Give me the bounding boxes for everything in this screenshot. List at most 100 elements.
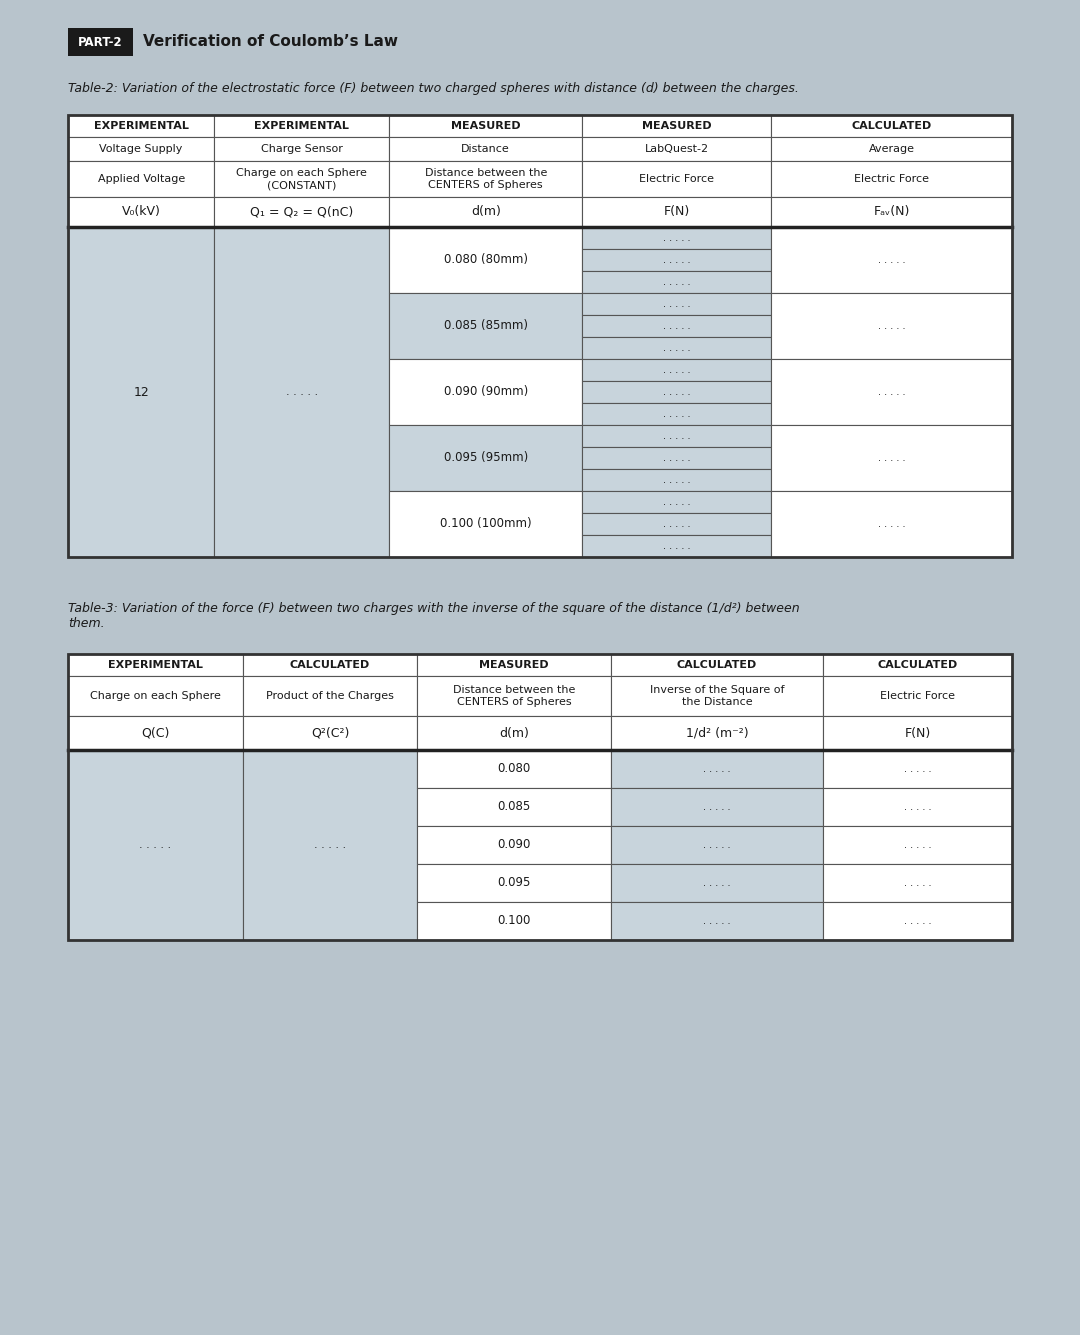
Text: 0.100: 0.100 — [498, 914, 530, 928]
Bar — [823, 654, 1012, 676]
Bar — [68, 198, 214, 227]
Bar — [214, 227, 389, 557]
Text: . . . . .: . . . . . — [878, 255, 905, 266]
Bar — [582, 380, 771, 403]
Bar — [582, 491, 771, 513]
Text: Electric Force: Electric Force — [880, 692, 955, 701]
Bar — [823, 864, 1012, 902]
Bar — [68, 162, 214, 198]
Text: Fₐᵥ(N): Fₐᵥ(N) — [874, 206, 909, 219]
Text: Distance between the
CENTERS of Spheres: Distance between the CENTERS of Spheres — [453, 685, 576, 708]
Text: . . . . .: . . . . . — [663, 431, 690, 441]
Text: Distance between the
CENTERS of Spheres: Distance between the CENTERS of Spheres — [424, 168, 546, 190]
Text: . . . . .: . . . . . — [663, 234, 690, 243]
Text: . . . . .: . . . . . — [904, 764, 931, 774]
Bar — [68, 138, 214, 162]
Bar — [243, 716, 417, 750]
Bar — [68, 716, 243, 750]
Bar — [771, 425, 1012, 491]
Bar — [243, 676, 417, 716]
Text: . . . . .: . . . . . — [139, 840, 172, 850]
Bar — [417, 902, 611, 940]
Bar — [771, 491, 1012, 557]
Bar — [389, 115, 582, 138]
Text: Applied Voltage: Applied Voltage — [97, 174, 185, 184]
Text: . . . . .: . . . . . — [663, 343, 690, 352]
Text: . . . . .: . . . . . — [663, 497, 690, 507]
Text: . . . . .: . . . . . — [878, 320, 905, 331]
Bar — [68, 750, 243, 940]
Bar — [771, 162, 1012, 198]
Text: . . . . .: . . . . . — [663, 299, 690, 308]
Text: Voltage Supply: Voltage Supply — [99, 144, 183, 154]
Text: . . . . .: . . . . . — [663, 276, 690, 287]
Bar — [611, 750, 823, 788]
Bar — [582, 271, 771, 292]
Bar — [611, 676, 823, 716]
Bar — [417, 676, 611, 716]
Bar — [582, 138, 771, 162]
Bar — [582, 336, 771, 359]
Bar — [68, 115, 214, 138]
Text: MEASURED: MEASURED — [451, 121, 521, 131]
Text: Average: Average — [868, 144, 915, 154]
Bar — [771, 138, 1012, 162]
Text: . . . . .: . . . . . — [663, 475, 690, 485]
Bar — [582, 250, 771, 271]
Bar — [611, 826, 823, 864]
Bar — [823, 788, 1012, 826]
Text: . . . . .: . . . . . — [703, 764, 731, 774]
Text: d(m): d(m) — [471, 206, 501, 219]
Bar — [823, 750, 1012, 788]
Text: . . . . .: . . . . . — [878, 387, 905, 396]
Bar — [823, 676, 1012, 716]
Bar — [611, 902, 823, 940]
Text: 0.090: 0.090 — [498, 838, 530, 852]
Bar — [823, 826, 1012, 864]
Bar — [582, 115, 771, 138]
Text: CALCULATED: CALCULATED — [877, 659, 958, 670]
Bar — [389, 491, 582, 557]
Text: Q²(C²): Q²(C²) — [311, 726, 349, 740]
Text: . . . . .: . . . . . — [663, 255, 690, 266]
Text: . . . . .: . . . . . — [904, 878, 931, 888]
Text: Q(C): Q(C) — [141, 726, 170, 740]
Bar — [611, 716, 823, 750]
Bar — [611, 864, 823, 902]
Bar — [68, 227, 214, 557]
Text: . . . . .: . . . . . — [663, 453, 690, 463]
Text: V₀(kV): V₀(kV) — [122, 206, 161, 219]
Bar — [68, 654, 243, 676]
Bar — [68, 28, 133, 56]
Text: 0.080: 0.080 — [498, 762, 530, 776]
Bar — [582, 162, 771, 198]
Text: Table-2: Variation of the electrostatic force (F) between two charged spheres wi: Table-2: Variation of the electrostatic … — [68, 81, 799, 95]
Bar — [417, 716, 611, 750]
Text: . . . . .: . . . . . — [703, 916, 731, 926]
Bar — [771, 359, 1012, 425]
Bar — [582, 535, 771, 557]
Bar — [389, 227, 582, 292]
Bar — [611, 788, 823, 826]
Bar — [389, 198, 582, 227]
Bar — [389, 359, 582, 425]
Text: 12: 12 — [133, 386, 149, 399]
Bar — [582, 315, 771, 336]
Text: CALCULATED: CALCULATED — [677, 659, 757, 670]
Bar — [389, 138, 582, 162]
Bar — [771, 227, 1012, 292]
Text: F(N): F(N) — [664, 206, 690, 219]
Bar — [582, 227, 771, 250]
Text: . . . . .: . . . . . — [703, 840, 731, 850]
Bar — [389, 162, 582, 198]
Text: . . . . .: . . . . . — [703, 878, 731, 888]
Text: 0.080 (80mm): 0.080 (80mm) — [444, 254, 528, 267]
Bar — [389, 425, 582, 491]
Text: LabQuest-2: LabQuest-2 — [645, 144, 708, 154]
Text: . . . . .: . . . . . — [663, 519, 690, 529]
Text: Charge on each Sphere
(CONSTANT): Charge on each Sphere (CONSTANT) — [237, 168, 367, 190]
Bar — [582, 403, 771, 425]
Text: Charge Sensor: Charge Sensor — [260, 144, 342, 154]
Text: . . . . .: . . . . . — [904, 840, 931, 850]
Bar — [582, 359, 771, 380]
